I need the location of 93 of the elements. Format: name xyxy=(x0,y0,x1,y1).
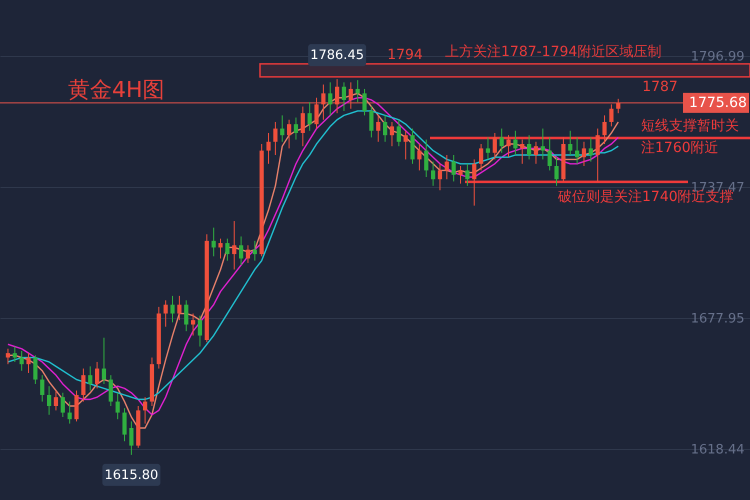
candlestick xyxy=(46,386,52,416)
candlestick xyxy=(239,236,244,266)
candlestick xyxy=(314,97,319,130)
candlestick xyxy=(513,130,518,156)
candlestick xyxy=(81,368,86,402)
candlestick xyxy=(6,348,10,365)
candlestick xyxy=(252,240,257,262)
candlestick xyxy=(506,134,511,158)
candlestick xyxy=(582,141,586,167)
y-tick-label: 1796.99 xyxy=(690,49,744,64)
band-label: 上方关注1787-1794附近区域压制 xyxy=(445,44,662,60)
candlestick xyxy=(492,132,497,160)
candlestick xyxy=(54,390,58,411)
candlestick xyxy=(33,354,38,384)
candlestick xyxy=(26,352,31,374)
candlestick xyxy=(500,128,504,154)
candlestick xyxy=(287,119,292,149)
candlestick xyxy=(486,136,490,160)
candlestick xyxy=(548,136,552,171)
candlestick xyxy=(396,119,401,147)
candlestick xyxy=(266,132,271,164)
candlestick xyxy=(177,295,182,321)
candlestick xyxy=(94,361,100,389)
candlestick xyxy=(362,88,367,116)
candlestick xyxy=(88,366,92,392)
candlestick xyxy=(554,156,559,186)
candlestick xyxy=(438,163,442,191)
candlestick xyxy=(527,134,532,160)
candlestick xyxy=(431,161,436,186)
candlestick xyxy=(12,346,17,362)
candlestick xyxy=(328,82,332,116)
candlestick xyxy=(472,158,476,206)
candlestick xyxy=(308,102,312,132)
candlestick xyxy=(479,143,484,171)
candlestick xyxy=(602,114,607,144)
candlestick xyxy=(588,136,593,162)
candlestick xyxy=(369,106,374,138)
y-tick-label: 1618.44 xyxy=(690,442,744,458)
candlestick xyxy=(129,420,134,456)
candlestick xyxy=(212,227,216,257)
candlestick xyxy=(417,143,422,171)
candlestick xyxy=(458,166,463,184)
candlestick xyxy=(376,114,380,142)
candlestick xyxy=(198,315,202,348)
candlestick xyxy=(390,121,394,147)
candlestick xyxy=(170,295,175,323)
candlestick xyxy=(300,106,305,147)
candlestick xyxy=(568,130,572,156)
candlestick xyxy=(424,139,428,178)
candlestick xyxy=(40,374,44,402)
candlestick xyxy=(190,313,196,336)
candlestick xyxy=(321,84,326,120)
candlestick xyxy=(540,128,545,160)
candlestick xyxy=(68,401,72,424)
candlestick xyxy=(116,392,120,420)
annotation: 1786.45 xyxy=(310,48,364,64)
candlestick xyxy=(108,374,113,406)
candlestick xyxy=(164,300,168,328)
candlestick xyxy=(184,300,188,332)
annotation: 1615.80 xyxy=(104,468,158,483)
candlestick xyxy=(452,154,456,182)
candlestick xyxy=(616,98,620,114)
candlestick xyxy=(575,136,580,164)
y-tick-label: 1677.95 xyxy=(690,312,744,327)
candlestick xyxy=(596,128,600,182)
candlestick xyxy=(444,154,449,180)
candlestick xyxy=(465,163,470,186)
candlestick xyxy=(520,139,524,164)
annotation: 1794 xyxy=(387,47,423,63)
candlestick xyxy=(280,114,284,142)
text: 1787 xyxy=(642,79,678,95)
candlestick xyxy=(534,141,538,164)
candlestick xyxy=(342,82,346,112)
candlestick xyxy=(404,130,408,160)
candlestick xyxy=(218,238,223,259)
candlestick xyxy=(142,396,148,424)
candlestick xyxy=(60,392,65,418)
candlestick xyxy=(20,350,24,372)
ref-line-label: 短线支撑暂时关注1760附近 xyxy=(641,118,739,156)
candlestick xyxy=(294,117,298,140)
candlestick xyxy=(225,238,230,262)
candlestick xyxy=(609,104,614,127)
candlestick xyxy=(383,114,388,142)
candlestick xyxy=(273,121,278,156)
candlestick xyxy=(335,78,340,114)
candlestick xyxy=(232,220,236,270)
candlestick xyxy=(356,80,360,103)
candlestick xyxy=(122,408,127,442)
ref-line-label: 1775.68 xyxy=(689,94,747,111)
candlestick xyxy=(102,337,106,384)
text: 黄金4H图 xyxy=(68,78,165,103)
candlestick xyxy=(246,244,250,264)
candlestick xyxy=(348,82,353,110)
